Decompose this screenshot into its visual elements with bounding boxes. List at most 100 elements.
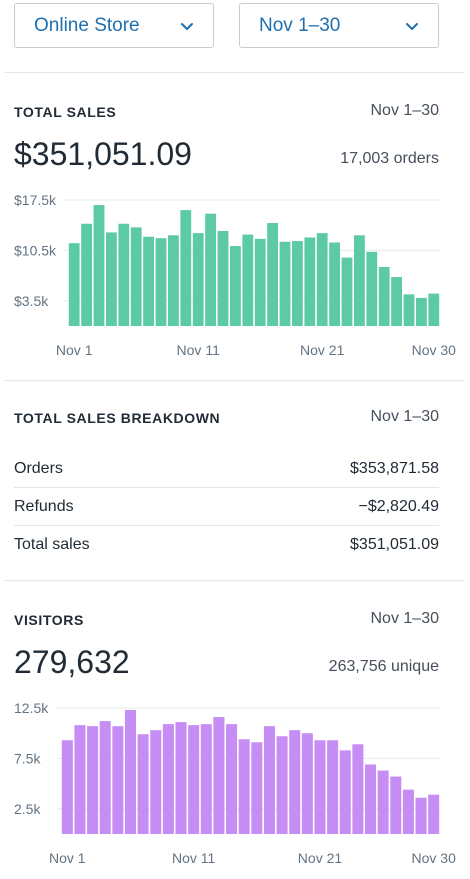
row-label: Refunds bbox=[14, 498, 74, 515]
bar bbox=[93, 205, 105, 326]
date-range-label: Nov 1–30 bbox=[259, 15, 341, 36]
bar bbox=[188, 725, 200, 834]
bar bbox=[365, 764, 377, 834]
bar bbox=[180, 210, 192, 326]
x-tick-label: Nov 21 bbox=[300, 342, 345, 358]
bar bbox=[168, 235, 179, 326]
row-value: −$2,820.49 bbox=[358, 498, 439, 515]
chevron-down-icon bbox=[406, 23, 418, 30]
y-tick-label: 12.5k bbox=[14, 700, 49, 716]
bar bbox=[267, 223, 278, 326]
bar bbox=[192, 233, 204, 326]
bar bbox=[213, 717, 225, 834]
y-tick-label: 2.5k bbox=[14, 801, 41, 817]
row-value: $351,051.09 bbox=[350, 536, 439, 553]
bar bbox=[217, 230, 229, 326]
filter-bar: Online Store Nov 1–30 bbox=[14, 3, 439, 48]
bar bbox=[200, 724, 212, 834]
total-sales-amount: $351,051.09 bbox=[14, 136, 192, 172]
bar bbox=[354, 235, 365, 326]
bar bbox=[61, 740, 73, 834]
bar bbox=[327, 740, 339, 834]
row-value: $353,871.58 bbox=[350, 460, 439, 477]
bar bbox=[341, 257, 353, 326]
y-tick-label: $3.5k bbox=[14, 293, 49, 309]
bar bbox=[301, 733, 313, 834]
breakdown-row-orders: Orders $353,871.58 bbox=[14, 450, 439, 488]
bar bbox=[428, 794, 440, 834]
bar bbox=[137, 734, 149, 834]
bar bbox=[378, 266, 390, 326]
bar bbox=[289, 730, 301, 834]
divider bbox=[4, 580, 464, 581]
row-label: Orders bbox=[14, 460, 63, 477]
bar bbox=[390, 776, 402, 834]
section-date-range: Nov 1–30 bbox=[370, 102, 440, 119]
bar bbox=[175, 722, 187, 834]
total-sales-card: TOTAL SALES Nov 1–30 $351,051.09 17,003 … bbox=[14, 102, 440, 366]
bar bbox=[276, 736, 288, 834]
bar bbox=[415, 797, 427, 834]
bar bbox=[403, 294, 415, 326]
y-tick-label: $17.5k bbox=[14, 192, 57, 208]
bar bbox=[251, 742, 263, 834]
bar bbox=[304, 237, 316, 326]
x-tick-label: Nov 30 bbox=[412, 342, 457, 358]
bar bbox=[143, 236, 154, 326]
bar bbox=[68, 243, 80, 326]
bar bbox=[205, 213, 216, 326]
x-tick-label: Nov 1 bbox=[56, 342, 93, 358]
bar bbox=[279, 241, 291, 326]
bar bbox=[106, 232, 117, 326]
bar bbox=[254, 238, 266, 326]
x-tick-label: Nov 21 bbox=[298, 850, 343, 866]
bar bbox=[391, 277, 402, 326]
bar bbox=[99, 721, 111, 834]
bar bbox=[87, 726, 99, 834]
bar bbox=[230, 246, 241, 326]
bar bbox=[316, 233, 328, 326]
orders-count: 17,003 orders bbox=[340, 150, 439, 167]
bar bbox=[124, 710, 136, 834]
unique-visitors-count: 263,756 unique bbox=[328, 658, 439, 675]
bar bbox=[366, 251, 378, 326]
bar bbox=[377, 770, 389, 834]
section-title: VISITORS bbox=[14, 612, 84, 628]
chevron-down-icon bbox=[181, 23, 193, 30]
section-date-range: Nov 1–30 bbox=[370, 408, 440, 425]
x-tick-label: Nov 11 bbox=[172, 850, 216, 866]
bar bbox=[74, 725, 86, 834]
x-tick-label: Nov 30 bbox=[412, 850, 457, 866]
bar bbox=[155, 238, 167, 326]
visitors-card: VISITORS Nov 1–30 279,632 263,756 unique bbox=[14, 610, 440, 692]
bar bbox=[402, 789, 414, 834]
visitors-count: 279,632 bbox=[14, 644, 130, 680]
sales-breakdown-card: TOTAL SALES BREAKDOWN Nov 1–30 Orders $3… bbox=[14, 408, 440, 570]
bar bbox=[238, 739, 250, 834]
bar bbox=[292, 241, 303, 326]
date-range-select[interactable]: Nov 1–30 bbox=[239, 3, 439, 48]
section-title: TOTAL SALES bbox=[14, 104, 117, 120]
divider bbox=[4, 380, 464, 381]
row-label: Total sales bbox=[14, 536, 90, 553]
bar bbox=[314, 740, 326, 834]
bar bbox=[130, 227, 142, 326]
bar bbox=[81, 223, 92, 326]
bar bbox=[352, 744, 364, 834]
store-select[interactable]: Online Store bbox=[14, 3, 214, 48]
breakdown-row-total-sales: Total sales $351,051.09 bbox=[14, 526, 439, 564]
x-tick-label: Nov 1 bbox=[49, 850, 86, 866]
store-select-label: Online Store bbox=[34, 15, 140, 36]
visitors-bar-chart: 2.5k 7.5k 12.5k Nov 1 Nov 11 Nov 21 Nov 30 bbox=[14, 700, 457, 866]
section-date-range: Nov 1–30 bbox=[370, 610, 440, 627]
x-tick-label: Nov 11 bbox=[177, 342, 221, 358]
sales-bar-chart: $3.5k $10.5k $17.5k Nov 1 Nov 11 Nov 21 Nov 30 bbox=[14, 192, 457, 358]
bar bbox=[339, 750, 351, 834]
y-tick-label: $10.5k bbox=[14, 242, 57, 258]
bar bbox=[416, 297, 427, 326]
y-tick-label: 7.5k bbox=[14, 750, 41, 766]
bar bbox=[112, 726, 124, 834]
bar bbox=[329, 242, 340, 326]
bar bbox=[150, 730, 162, 834]
breakdown-row-refunds: Refunds −$2,820.49 bbox=[14, 488, 439, 526]
